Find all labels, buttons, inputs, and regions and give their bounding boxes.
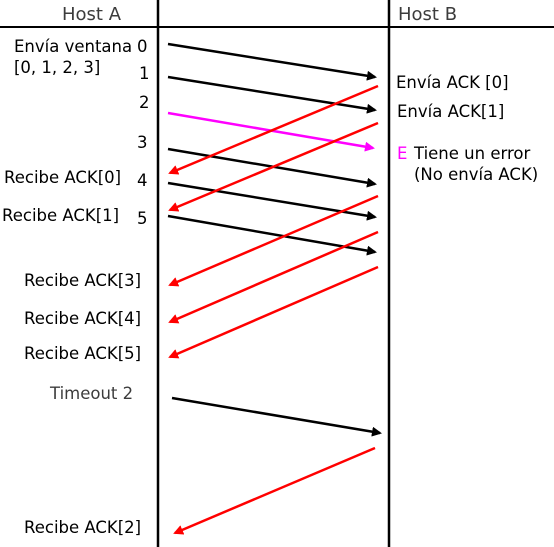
recibe-ack3-label: Recibe ACK[3] [24, 271, 141, 290]
retransmit-packet-2-arrow [171, 396, 382, 437]
packet-0-arrow [167, 42, 377, 81]
envia-ack1-label: Envía ACK[1] [397, 102, 504, 121]
packet-5-arrow [167, 214, 377, 256]
timeout-label: Timeout 2 [49, 384, 133, 403]
packet-number-0: 0 [137, 37, 148, 56]
envia-ack0-label: Envía ACK [0] [396, 73, 509, 92]
ack-2-arrow [173, 446, 376, 535]
recibe-ack4-label: Recibe ACK[4] [24, 309, 141, 328]
error-marker: E [397, 144, 407, 163]
packet-number-3: 3 [137, 133, 148, 152]
packet-number-1: 1 [139, 64, 150, 83]
host-b-label: Host B [398, 4, 457, 25]
ack-1-arrow [168, 121, 379, 212]
packet-number-4: 4 [137, 171, 148, 190]
data-packet-arrows [167, 42, 382, 437]
packet-1-arrow [167, 75, 377, 114]
packet-number-5: 5 [137, 209, 148, 228]
recibe-ack5-label: Recibe ACK[5] [24, 344, 141, 363]
host-b-labels: Envía ACK [0] Envía ACK[1] E Tiene un er… [396, 73, 538, 184]
ack-0-arrow [168, 84, 379, 175]
host-a-label: Host A [62, 4, 122, 25]
recibe-ack2-label: Recibe ACK[2] [24, 518, 141, 537]
ack-arrows [168, 84, 379, 535]
packet-number-2: 2 [139, 93, 150, 112]
ack-5-arrow [168, 265, 379, 359]
header: Host A Host B [0, 4, 554, 28]
recibe-ack0-label: Recibe ACK[0] [4, 168, 121, 187]
ack-4-arrow [168, 230, 379, 324]
envia-ventana-label: Envía ventana [14, 37, 132, 56]
host-a-labels: Envía ventana [0, 1, 2, 3] Recibe ACK[0]… [2, 37, 141, 537]
packet-numbers: 0 1 2 3 4 5 [137, 37, 150, 228]
ventana-label: [0, 1, 2, 3] [14, 58, 100, 77]
no-envia-ack-label: (No envía ACK) [414, 165, 538, 184]
ack-3-arrow [168, 194, 379, 287]
tiene-error-label: Tiene un error [413, 144, 530, 163]
recibe-ack1-label: Recibe ACK[1] [2, 206, 119, 225]
